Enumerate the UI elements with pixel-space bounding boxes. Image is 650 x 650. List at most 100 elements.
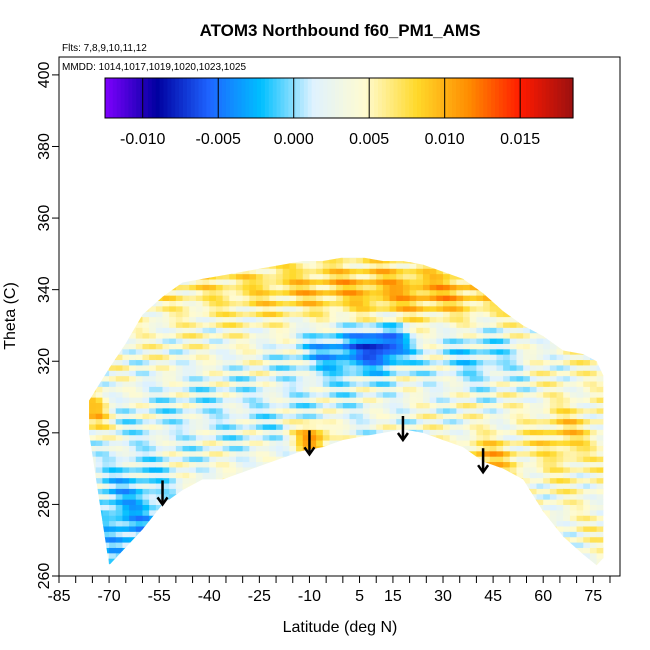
heatmap-cell — [342, 445, 351, 452]
heatmap-cell — [422, 402, 431, 409]
heatmap-cell — [543, 364, 551, 371]
heatmap-cell — [569, 552, 578, 559]
heatmap-cell — [142, 295, 150, 301]
heatmap-cell — [115, 488, 124, 495]
heatmap-cell — [476, 418, 484, 425]
heatmap-cell — [162, 515, 170, 522]
heatmap-cell — [576, 445, 584, 452]
heatmap-cell — [469, 289, 478, 296]
heatmap-cell — [342, 499, 351, 506]
heatmap-cell — [529, 461, 538, 468]
heatmap-cell — [342, 284, 351, 291]
heatmap-cell — [383, 247, 390, 253]
heatmap-cell — [422, 504, 431, 511]
heatmap-cell — [222, 305, 230, 312]
heatmap-cell — [362, 402, 371, 409]
heatmap-cell — [129, 547, 137, 554]
heatmap-cell — [523, 407, 531, 414]
heatmap-cell — [596, 504, 604, 511]
heatmap-cell — [162, 482, 170, 489]
heatmap-cell — [409, 278, 417, 285]
heatmap-cell — [549, 278, 558, 285]
heatmap-cell — [376, 542, 384, 548]
heatmap-cell — [215, 386, 224, 393]
heatmap-cell — [309, 525, 317, 532]
heatmap-cell — [523, 278, 531, 285]
heatmap-cell — [302, 461, 311, 468]
heatmap-cell — [229, 423, 237, 430]
heatmap-cell — [489, 311, 498, 318]
heatmap-cell — [296, 418, 304, 425]
heatmap-cell — [356, 531, 364, 538]
heatmap-cell — [309, 439, 317, 446]
heatmap-cell — [282, 354, 291, 361]
heatmap-cell — [362, 348, 371, 355]
heatmap-cell — [202, 262, 210, 269]
heatmap-cell — [409, 337, 417, 344]
heatmap-cell — [209, 257, 217, 259]
arrow-head — [396, 432, 409, 443]
heatmap-cell — [289, 295, 297, 301]
heatmap-cell — [483, 499, 491, 506]
colorbar-cell — [280, 78, 285, 118]
heatmap-cell — [189, 423, 197, 430]
heatmap-cell — [376, 493, 384, 500]
heatmap-cell — [362, 268, 371, 275]
heatmap-cell — [329, 278, 337, 285]
heatmap-cell — [543, 482, 551, 489]
heatmap-cell — [162, 434, 170, 441]
heatmap-cell — [362, 386, 371, 393]
heatmap-cell — [89, 332, 90, 339]
heatmap-cell — [549, 273, 558, 280]
heatmap-cell — [262, 439, 270, 446]
heatmap-cell — [129, 531, 137, 538]
heatmap-cell — [142, 370, 150, 377]
heatmap-cell — [509, 407, 518, 414]
heatmap-cell — [329, 364, 337, 371]
heatmap-cell — [569, 461, 578, 468]
heatmap-cell — [322, 354, 331, 361]
heatmap-cell — [102, 257, 110, 259]
heatmap-cell — [129, 439, 137, 446]
heatmap-cell — [389, 300, 397, 307]
heatmap-cell — [276, 268, 284, 275]
heatmap-cell — [509, 391, 518, 398]
heatmap-cell — [536, 273, 544, 280]
heatmap-cell — [175, 418, 184, 425]
heatmap-cell — [356, 327, 364, 334]
heatmap-cell — [583, 445, 591, 452]
heatmap-cell — [376, 386, 384, 393]
heatmap-cell — [549, 434, 558, 441]
heatmap-cell — [443, 547, 451, 554]
heatmap-cell — [369, 423, 377, 430]
heatmap-cell — [429, 300, 437, 307]
heatmap-cell — [549, 520, 558, 527]
heatmap-cell — [95, 429, 104, 436]
heatmap-cell — [556, 316, 564, 323]
heatmap-cell — [422, 268, 431, 275]
heatmap-cell — [89, 445, 97, 452]
heatmap-cell — [169, 472, 177, 479]
heatmap-cell — [262, 542, 270, 548]
heatmap-cell — [543, 289, 551, 296]
heatmap-cell — [316, 391, 324, 398]
heatmap-cell — [242, 316, 250, 323]
heatmap-cell — [349, 327, 357, 334]
heatmap-cell — [262, 488, 270, 495]
heatmap-cell — [229, 563, 237, 566]
heatmap-cell — [523, 289, 531, 296]
heatmap-cell — [483, 289, 491, 296]
heatmap-cell — [563, 273, 571, 280]
heatmap-cell — [102, 418, 110, 425]
heatmap-cell — [195, 337, 204, 344]
heatmap-cell — [382, 520, 391, 527]
heatmap-cell — [229, 531, 237, 538]
heatmap-cell — [195, 380, 204, 387]
heatmap-cell — [476, 504, 484, 511]
heatmap-cell — [416, 531, 424, 538]
heatmap-cell — [583, 391, 591, 398]
heatmap-cell — [202, 461, 210, 468]
heatmap-cell — [249, 289, 257, 296]
heatmap-cell — [489, 375, 498, 382]
heatmap-cell — [316, 434, 324, 441]
